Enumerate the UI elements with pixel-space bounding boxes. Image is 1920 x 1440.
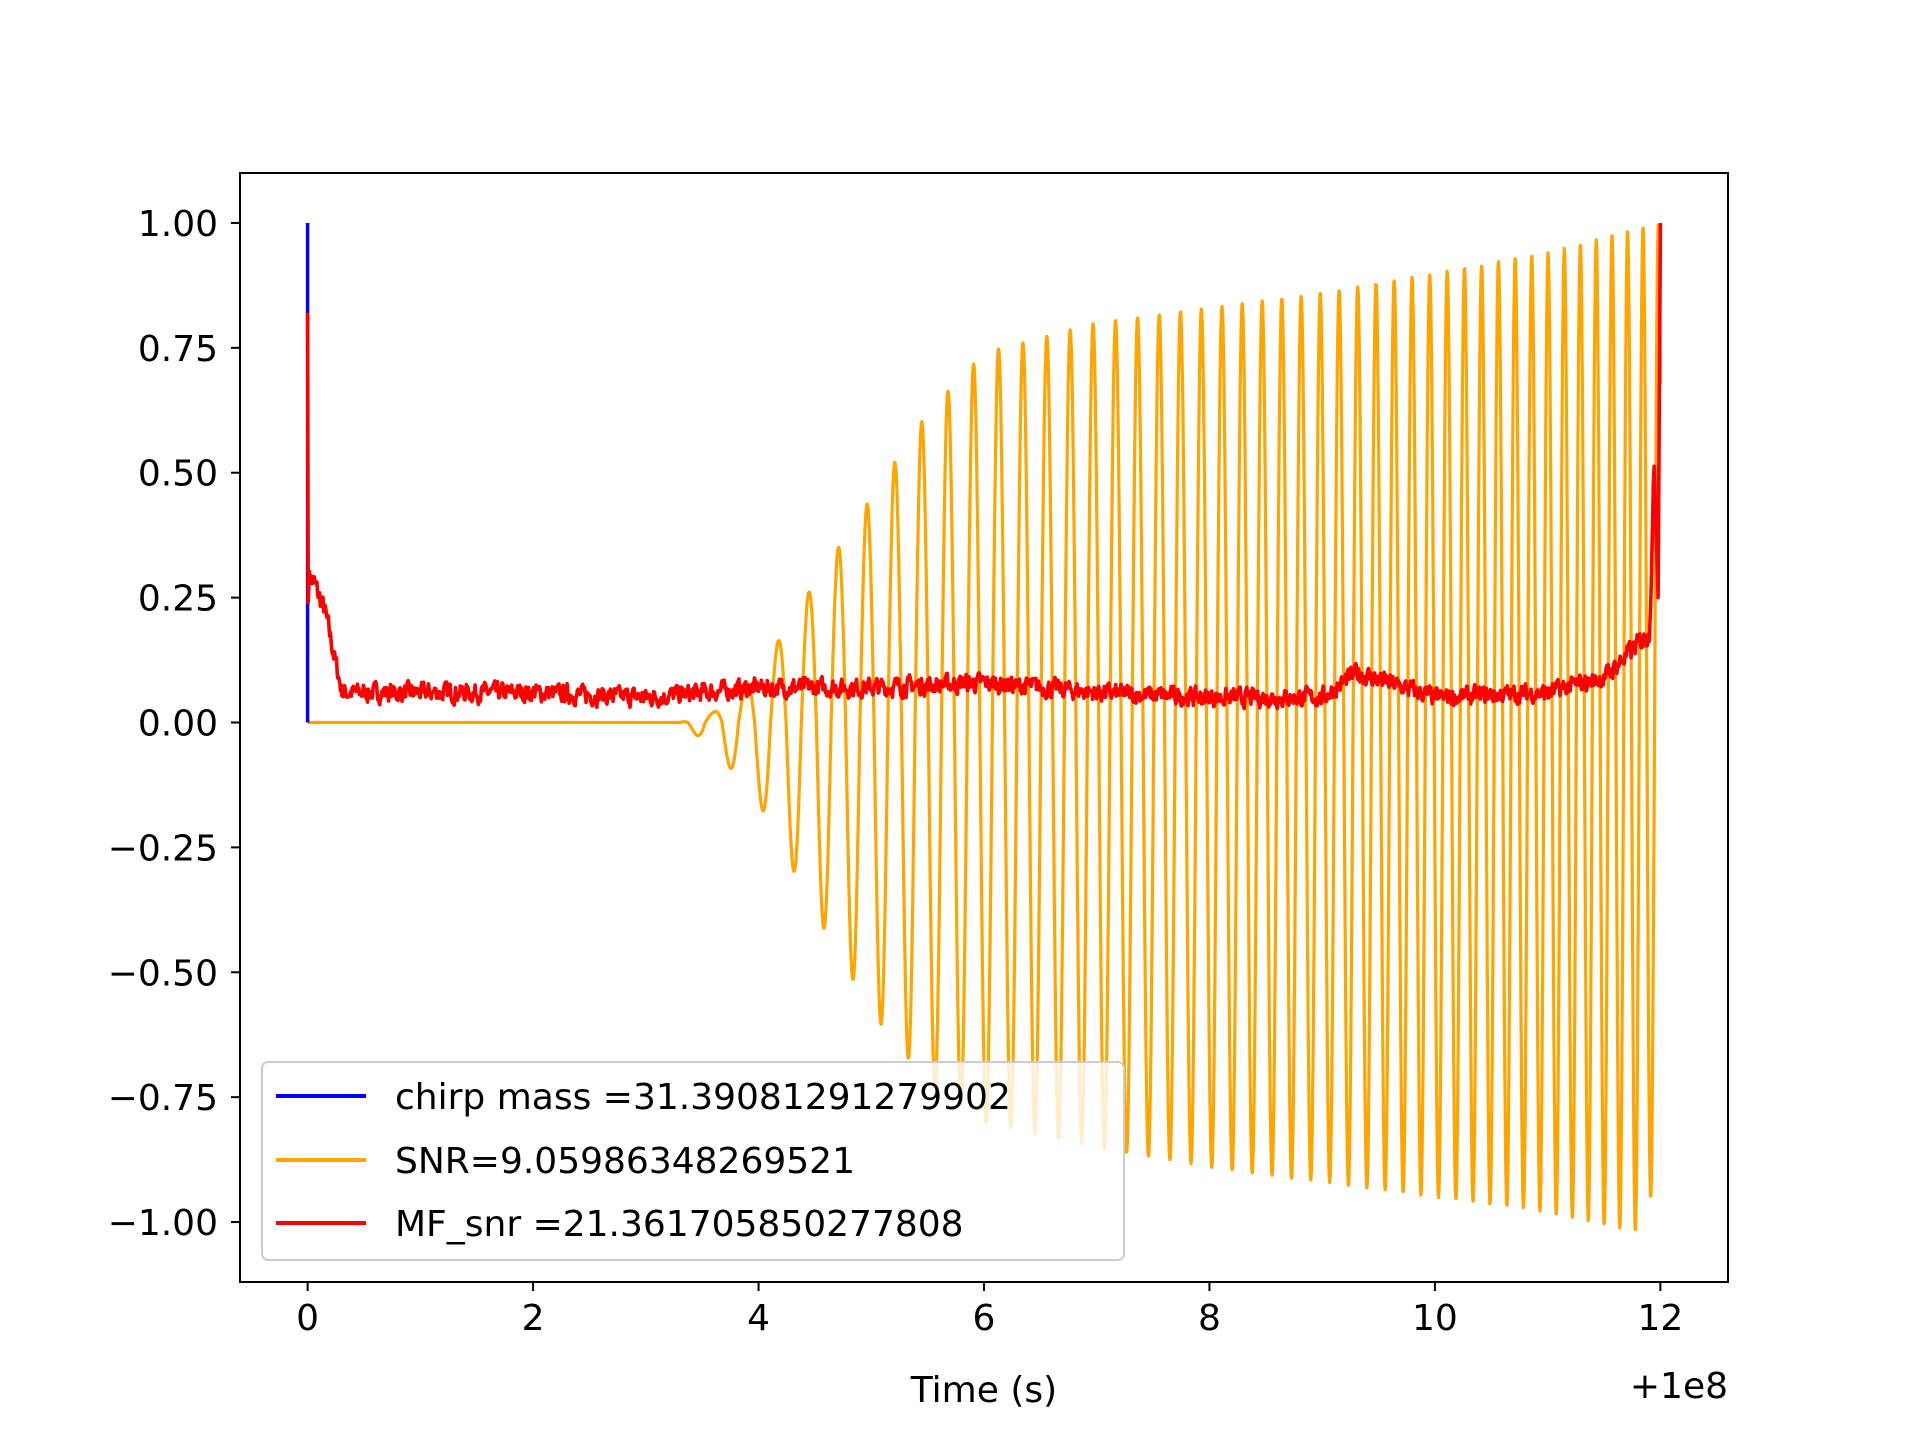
y-tick-label: 0.50	[138, 454, 218, 495]
x-tick-label: 2	[522, 1298, 545, 1339]
y-tick-label: 0.00	[138, 704, 218, 745]
y-tick-label: −0.25	[108, 828, 218, 869]
legend-label-snr: SNR=9.05986348269521	[395, 1141, 855, 1182]
x-offset-label: +1e8	[1630, 1366, 1728, 1407]
x-tick-label: 0	[296, 1298, 319, 1339]
y-tick-label: −0.50	[108, 953, 218, 994]
y-tick-label: 1.00	[138, 204, 218, 245]
y-tick-label: 0.25	[138, 579, 218, 620]
x-tick-label: 6	[973, 1298, 996, 1339]
x-tick-label: 4	[747, 1298, 770, 1339]
series-snr-line	[307, 223, 1662, 1231]
y-axis: 1.00 0.75 0.50 0.25 0.00 −0.25 −0.50 −0.75 −1.00	[108, 204, 240, 1244]
y-tick-label: 0.75	[138, 329, 218, 370]
legend-frame	[261, 1061, 1125, 1261]
y-tick-label: −0.75	[108, 1078, 218, 1119]
x-tick-label: 8	[1198, 1298, 1221, 1339]
x-axis-label: Time (s)	[910, 1370, 1057, 1411]
series-mf-snr-line	[305, 222, 1663, 711]
x-tick-label: 12	[1637, 1298, 1683, 1339]
legend: chirp mass =31.39081291279902 SNR=9.0598…	[261, 1061, 1125, 1261]
legend-label-mf-snr: MF_snr =21.361705850277808	[395, 1204, 964, 1245]
legend-label-chirp-mass: chirp mass =31.39081291279902	[395, 1077, 1011, 1118]
x-tick-label: 10	[1412, 1298, 1458, 1339]
y-tick-label: −1.00	[108, 1203, 218, 1244]
x-axis: 0 2 4 6 8 10 12	[296, 1282, 1683, 1339]
series-layer	[305, 222, 1663, 1231]
